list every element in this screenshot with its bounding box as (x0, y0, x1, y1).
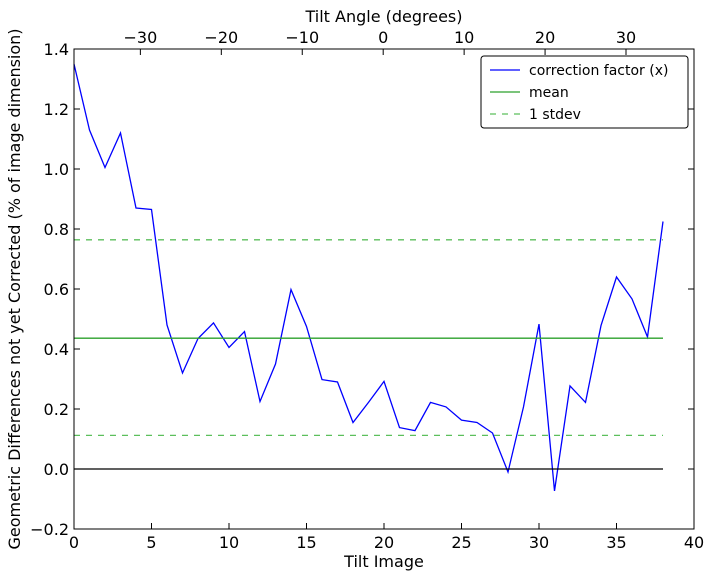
top-x-tick-label: −20 (204, 28, 238, 47)
x-tick-label: 5 (146, 533, 156, 552)
series-line-0 (73, 63, 664, 491)
x-tick-label: 25 (451, 533, 471, 552)
x-tick-label: 0 (69, 533, 79, 552)
y-tick-label: 0.6 (44, 280, 69, 299)
x-tick-label: 30 (529, 533, 549, 552)
x-tick-label: 10 (219, 533, 239, 552)
y-tick-label: 0.4 (44, 340, 69, 359)
legend-label: mean (529, 85, 569, 101)
x-axis-label: Tilt Image (343, 552, 424, 571)
y-tick-label: 0.0 (44, 460, 69, 479)
y-tick-label: 1.2 (44, 100, 69, 119)
top-x-tick-label: −10 (285, 28, 319, 47)
y-axis-label: Geometric Differences not yet Corrected … (5, 28, 24, 549)
y-tick-label: 0.8 (44, 220, 69, 239)
legend-label: 1 stdev (529, 107, 581, 123)
y-tick-label: −0.2 (30, 520, 69, 539)
legend: correction factor (x) mean 1 stdev (480, 55, 689, 129)
top-x-tick-label: −30 (123, 28, 157, 47)
y-tick-label: 1.0 (44, 160, 69, 179)
legend-label: correction factor (x) (529, 63, 668, 79)
x-tick-label: 35 (606, 533, 626, 552)
y-tick-label: 0.2 (44, 400, 69, 419)
plot-lines (73, 63, 664, 491)
legend-box (480, 55, 689, 129)
x-tick-label: 15 (296, 533, 316, 552)
top-x-tick-label: 30 (616, 28, 636, 47)
top-x-tick-label: 20 (535, 28, 555, 47)
axis-tick-labels: 0 5 10 15 20 25 30 35 40 −0.2 0.0 0.2 0.4 0.6 0.8 1.0 1.… (30, 28, 704, 552)
y-tick-label: 1.4 (44, 40, 69, 59)
x-tick-label: 40 (684, 533, 704, 552)
top-x-tick-label: 10 (454, 28, 474, 47)
top-x-tick-label: 0 (378, 28, 388, 47)
x-tick-label: 20 (374, 533, 394, 552)
top-x-axis-label: Tilt Angle (degrees) (304, 7, 462, 26)
axis-ticks (73, 48, 695, 530)
